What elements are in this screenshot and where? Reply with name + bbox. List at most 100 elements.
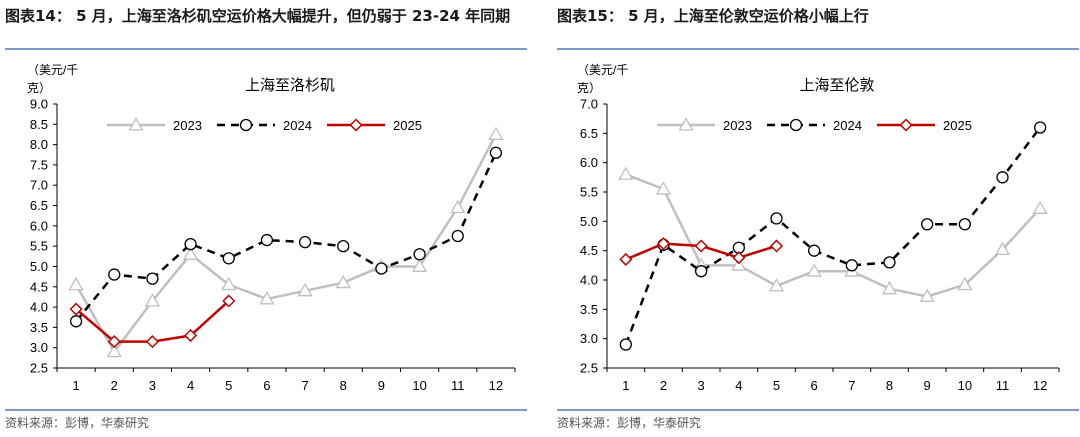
- series-2024: [69, 146, 503, 328]
- data-point: [69, 302, 83, 316]
- legend-item-2024: 2024: [767, 118, 862, 133]
- data-point: [221, 276, 237, 291]
- y-tick-label: 5.5: [30, 239, 48, 254]
- y-tick-label: 7.0: [30, 178, 48, 193]
- x-tick-label: 10: [958, 378, 972, 393]
- data-point: [618, 166, 634, 180]
- data-point: [1034, 121, 1047, 134]
- y-tick-label: 4.5: [30, 279, 48, 294]
- data-point: [619, 338, 632, 351]
- series-2023: [68, 126, 504, 358]
- data-point: [921, 218, 934, 231]
- data-point: [656, 237, 671, 251]
- data-point: [655, 181, 672, 195]
- data-point: [335, 274, 351, 289]
- source-divider: [557, 409, 1079, 411]
- legend-item-2025: 2025: [327, 118, 422, 133]
- x-tick-label: 12: [489, 378, 503, 393]
- data-point: [450, 199, 466, 214]
- y-tick-label: 4.5: [580, 243, 598, 258]
- y-unit-label: （美元/千: [27, 63, 78, 77]
- data-point: [996, 171, 1009, 184]
- data-point: [695, 265, 708, 278]
- y-tick-label: 6.5: [580, 126, 598, 141]
- data-point: [488, 126, 504, 140]
- chart-shanghai-los-angeles: 2.5 3.0 3.5 4.0 4.5 5.0 5.5 6.0 6.5 7.0 7.5 8.0 8.5 9…: [27, 63, 516, 393]
- x-tick-label: 2: [660, 378, 667, 393]
- data-point: [68, 276, 84, 291]
- data-point: [69, 315, 83, 328]
- data-point: [259, 291, 275, 305]
- data-point: [260, 233, 274, 247]
- y-tick-label: 5.0: [580, 214, 598, 229]
- figure-panel-14: 图表14： 5 月，上海至洛杉矶空运价格大幅提升，但仍弱于 23-24 年同期 …: [5, 0, 527, 437]
- legend-label: 2024: [833, 118, 862, 133]
- legend-marker: [678, 117, 694, 131]
- data-point: [375, 262, 388, 275]
- y-tick-label: 4.0: [30, 300, 48, 315]
- x-tick-label: 6: [811, 378, 818, 393]
- chart-shanghai-london: 2.53.03.54.04.55.05.56.06.57.01 2 3 4 5 6 7 8 9 1…: [577, 63, 1060, 393]
- data-point: [298, 235, 312, 249]
- data-point: [145, 335, 159, 349]
- legend-label: 2023: [173, 118, 202, 133]
- data-point: [182, 246, 199, 260]
- x-tick-label: 9: [924, 378, 931, 393]
- y-tick-label: 9.0: [30, 97, 48, 112]
- source-note: 资料来源：彭博，华泰研究: [5, 416, 150, 430]
- x-tick-label: 12: [1033, 378, 1047, 393]
- y-tick-label: 2.5: [580, 361, 598, 376]
- title-divider: [5, 48, 527, 50]
- chart-title: 上海至洛杉矶: [245, 77, 335, 94]
- data-point: [144, 293, 161, 307]
- y-tick-label: 5.0: [30, 259, 48, 274]
- x-tick-label: 7: [848, 378, 855, 393]
- y-tick-label: 6.5: [30, 198, 48, 213]
- x-tick-label: 2: [111, 378, 118, 393]
- y-tick-label: 4.0: [580, 273, 598, 288]
- data-point: [107, 335, 121, 349]
- data-point: [770, 212, 783, 225]
- legend-marker: [349, 118, 363, 132]
- data-point: [731, 257, 747, 271]
- data-point: [845, 259, 858, 272]
- source-divider: [5, 409, 527, 411]
- data-point: [808, 244, 821, 257]
- x-tick-label: 3: [698, 378, 705, 393]
- legend-item-2023: 2023: [657, 117, 752, 133]
- x-tick-label: 10: [412, 378, 426, 393]
- data-point: [619, 252, 633, 267]
- y-tick-label: 6.0: [30, 218, 48, 233]
- chart-title: 上海至伦敦: [799, 77, 874, 94]
- data-point: [184, 328, 198, 343]
- figure-title: 图表14： 5 月，上海至洛杉矶空运价格大幅提升，但仍弱于 23-24 年同期: [5, 7, 511, 25]
- y-tick-label: 2.5: [30, 361, 48, 376]
- data-point: [146, 272, 159, 285]
- figure-panel-15: 图表15： 5 月，上海至伦敦空运价格小幅上行 2.5 3.0 3.5 4.0 4.5 5…: [557, 0, 1079, 437]
- y-tick-label: 7.5: [30, 157, 48, 172]
- data-point: [451, 229, 464, 243]
- x-tick-label: 5: [773, 378, 780, 393]
- x-tick-label: 3: [149, 378, 156, 393]
- legend-item-2025: 2025: [877, 118, 972, 133]
- data-point: [222, 294, 236, 308]
- data-point: [883, 256, 896, 269]
- data-point: [297, 283, 313, 297]
- data-point: [694, 239, 708, 253]
- legend-item-2023: 2023: [107, 117, 202, 133]
- x-tick-label: 8: [886, 378, 893, 393]
- y-tick-label: 6.0: [580, 155, 598, 170]
- y-unit-label: 克）: [577, 81, 601, 95]
- data-point: [108, 268, 121, 281]
- x-tick-label: 11: [996, 378, 1010, 393]
- legend-marker: [239, 118, 253, 132]
- data-point: [881, 280, 898, 295]
- x-tick-label: 1: [72, 378, 79, 393]
- legend-label: 2024: [283, 118, 312, 133]
- data-point: [994, 241, 1011, 256]
- y-tick-label: 3.0: [580, 331, 598, 346]
- x-tick-label: 6: [263, 378, 270, 393]
- y-tick-label: 5.5: [580, 185, 598, 200]
- series-line: [625, 173, 1042, 298]
- data-point: [337, 240, 350, 253]
